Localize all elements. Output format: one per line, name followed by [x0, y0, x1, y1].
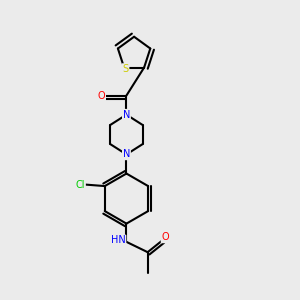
- Text: S: S: [122, 64, 129, 74]
- Text: Cl: Cl: [76, 180, 85, 190]
- Text: N: N: [123, 149, 130, 159]
- Text: O: O: [98, 91, 105, 100]
- Text: N: N: [123, 110, 130, 120]
- Text: O: O: [161, 232, 169, 242]
- Text: HN: HN: [111, 236, 126, 245]
